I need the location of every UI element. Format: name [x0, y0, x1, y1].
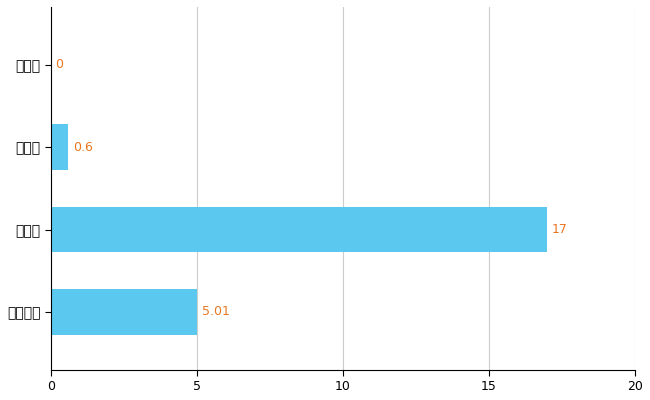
Text: 17: 17	[552, 223, 567, 236]
Bar	[51, 124, 68, 170]
Text: 0.6: 0.6	[73, 140, 93, 154]
Text: 5.01: 5.01	[202, 306, 229, 318]
Bar	[51, 289, 197, 335]
Bar	[51, 207, 547, 252]
Text: 0: 0	[55, 58, 63, 71]
